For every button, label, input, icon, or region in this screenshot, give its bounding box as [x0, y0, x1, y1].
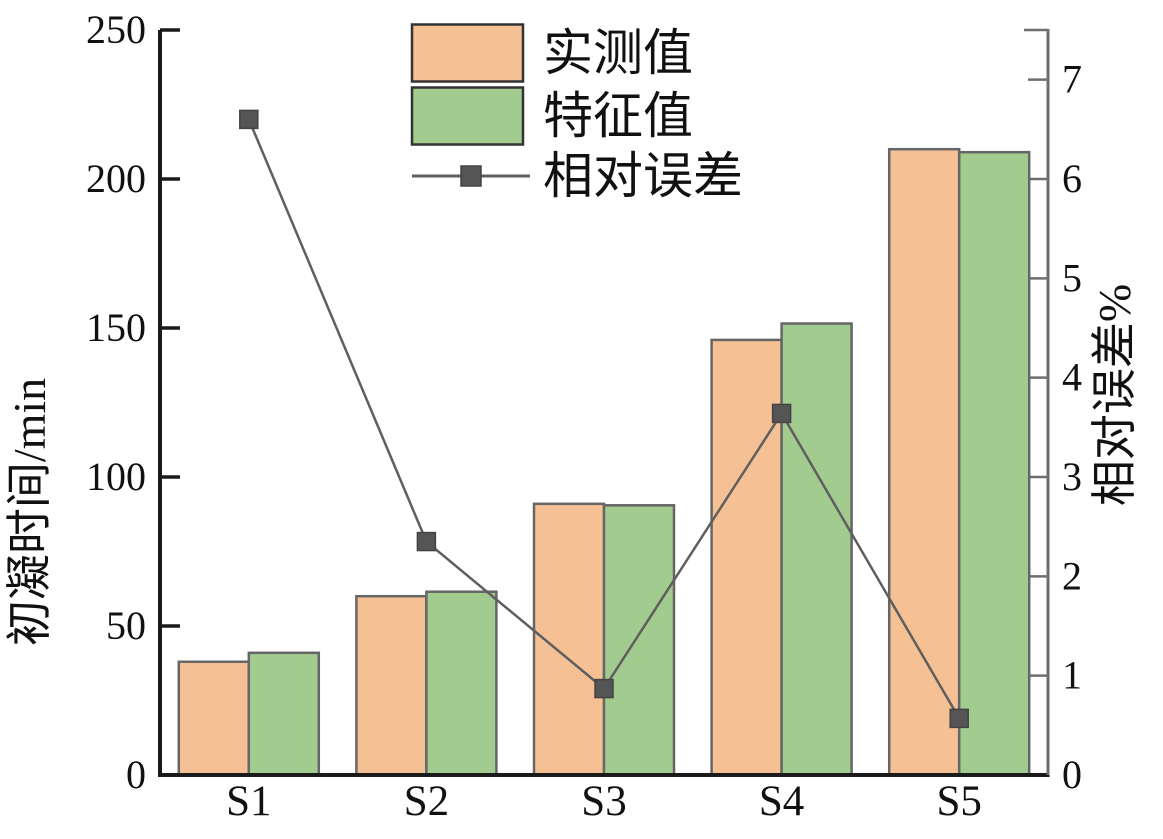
left-axis-tick-label: 0: [126, 752, 146, 797]
error-marker-S4: [771, 403, 792, 424]
left-axis-tick-label: 100: [86, 454, 146, 499]
bar-characteristic-S2: [425, 590, 498, 777]
right-axis-tick-label: 4: [1062, 355, 1082, 400]
legend-label-error: 相对误差: [543, 148, 743, 204]
bars-group: [177, 147, 1031, 777]
legend-label-characteristic: 特征值: [543, 88, 693, 144]
left-axis-title: 初凝时间/min: [4, 378, 55, 646]
bar-measured-S4: [710, 338, 783, 777]
left-axis-tick-label: 50: [106, 603, 146, 648]
x-axis-label-S5: S5: [936, 778, 981, 825]
x-axis-label-S1: S1: [226, 778, 271, 825]
legend-swatch-characteristic: [410, 86, 525, 146]
left-axis-tick-label: 200: [86, 156, 146, 201]
x-axis-label-S4: S4: [759, 778, 804, 825]
legend-swatch-measured: [410, 23, 525, 83]
legend: [410, 23, 530, 187]
right-axis-title: 相对误差%: [1089, 284, 1140, 506]
x-axis-label-S3: S3: [581, 778, 626, 825]
bar-characteristic-S4: [780, 322, 853, 777]
bar-measured-S1: [177, 660, 251, 777]
bar-characteristic-S5: [957, 150, 1031, 777]
error-marker-S5: [949, 708, 969, 729]
right-axis-tick-label: 1: [1062, 653, 1082, 698]
right-axis-tick-label: 3: [1062, 454, 1082, 499]
error-marker-S3: [594, 678, 614, 699]
bar-measured-S5: [887, 147, 961, 777]
legend-label-measured: 实测值: [543, 25, 693, 81]
right-axis-tick-label: 2: [1062, 553, 1082, 598]
right-axis-tick-label: 0: [1062, 752, 1082, 797]
left-axis-tick-label: 250: [86, 7, 146, 52]
x-axis-label-S2: S2: [404, 778, 449, 825]
left-axis-tick-label: 150: [86, 305, 146, 350]
right-axis-tick-label: 6: [1062, 156, 1082, 201]
bar-characteristic-S3: [602, 504, 676, 777]
bar-characteristic-S1: [247, 651, 321, 777]
error-marker-S2: [416, 531, 437, 552]
bar-measured-S2: [355, 594, 428, 777]
legend-marker-sample: [460, 165, 482, 187]
error-marker-S1: [239, 109, 259, 130]
right-axis-tick-label: 7: [1062, 57, 1082, 102]
right-axis-tick-label: 5: [1062, 255, 1082, 300]
